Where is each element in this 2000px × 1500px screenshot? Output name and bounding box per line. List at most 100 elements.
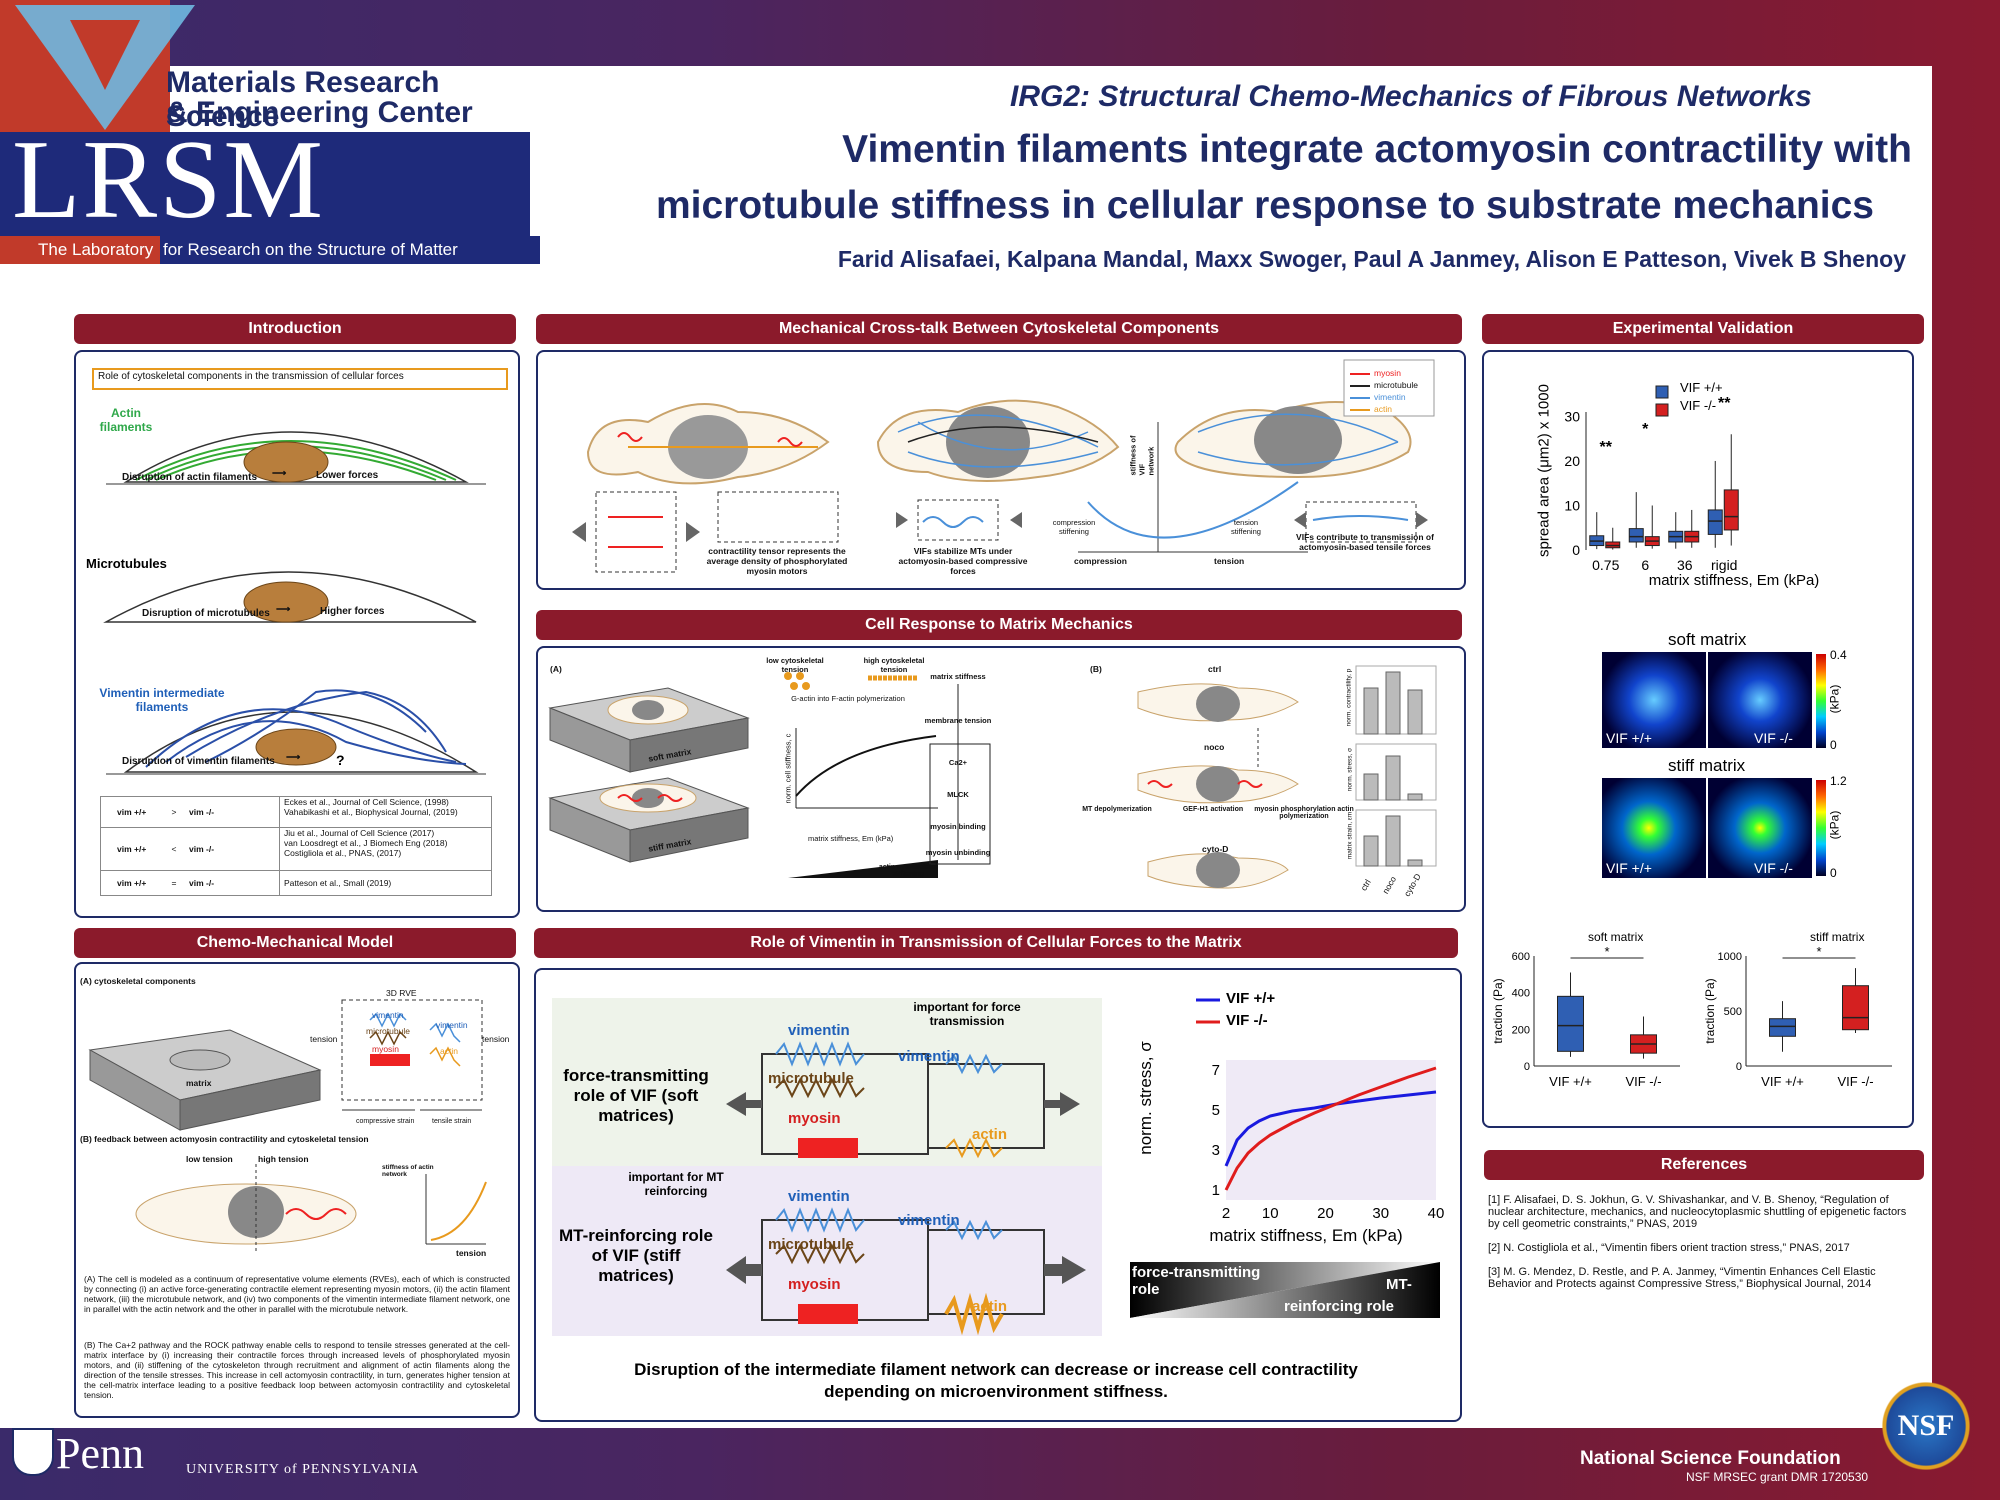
ft-vimentin: vimentin	[788, 1022, 850, 1039]
mt-disrupt: Disruption of microtubules	[142, 608, 270, 619]
mt-arrow-icon: ⟶	[276, 604, 291, 615]
mt-vimentin: vimentin	[788, 1188, 850, 1205]
ref-op: >	[171, 807, 177, 817]
actin-label: Actin filaments	[99, 406, 153, 434]
x-tick-label: 36	[1677, 557, 1693, 573]
vim-label: Vimentin intermediate filaments	[99, 686, 225, 714]
crosstalk-header: Mechanical Cross-talk Between Cytoskelet…	[536, 314, 1462, 344]
y-tick-label: 20	[1564, 453, 1580, 469]
flow-ca: Ca2+	[948, 758, 968, 767]
vim-result: ?	[336, 752, 345, 768]
ref-right: vim -/-	[189, 807, 215, 817]
ref-citation: Costigliola et al., PNAS, (2017)	[284, 848, 402, 858]
bar-ylabel-contractility: norm. contractility, p	[1345, 668, 1353, 727]
legend-swatch	[1655, 385, 1669, 399]
stiff-vif-axis: stiffness of VIF network	[1128, 435, 1156, 476]
stress-ylabel: norm. stress, σ	[1136, 1041, 1155, 1155]
stress-legend-mm: VIF -/-	[1226, 1012, 1268, 1029]
x-tick-label: 2	[1222, 1205, 1230, 1222]
y-tick-label: 1	[1212, 1182, 1220, 1199]
ft-actin: actin	[972, 1126, 1008, 1143]
role-gradient	[1130, 1262, 1440, 1318]
high-tension-label: high cytoskeletal tension	[863, 656, 925, 674]
y-tick-label: 0	[1524, 1061, 1530, 1073]
tensile-label: tensile strain	[432, 1118, 472, 1125]
stiff-heatmap-mm	[1708, 778, 1812, 878]
ref-left: vim +/+	[117, 807, 147, 817]
tension-axis: tension	[456, 1248, 487, 1258]
rve-label: 3D RVE	[386, 988, 417, 998]
transmission-header: Role of Vimentin in Transmission of Cell…	[534, 928, 1458, 958]
rve-vimentin: vimentin	[372, 1010, 404, 1020]
cellresp-panel: (A) (B)	[536, 646, 1466, 912]
intro-header: Introduction	[74, 314, 516, 344]
x-tick-label: 10	[1262, 1205, 1279, 1222]
mrsec-line2: & Engineering Center	[166, 96, 473, 129]
ref-citation: van Loosdregt et al., J Biomech Eng (201…	[284, 838, 448, 848]
nsf-logo-icon: NSF	[1880, 1380, 1972, 1472]
authors: Farid Alisafaei, Kalpana Mandal, Maxx Sw…	[837, 246, 1906, 272]
g-actin-label: G-actin into F-actin polymerization	[791, 694, 905, 703]
ref-citation: Patteson et al., Small (2019)	[284, 878, 392, 888]
x-tick-label: 20	[1317, 1205, 1334, 1222]
stiff-cb-unit: (kPa)	[1827, 810, 1842, 840]
soft-pp-label: VIF +/+	[1606, 730, 1652, 746]
series-line-vif-pp	[1224, 1090, 1437, 1167]
actin-disrupt: Disruption of actin filaments	[122, 472, 258, 483]
stiffness-actin-label: stiffness of actin network	[382, 1164, 434, 1178]
crosstalk-figure	[572, 359, 1435, 573]
rve-vimentin2: vimentin	[436, 1020, 468, 1030]
penn-shield-icon	[12, 1428, 54, 1476]
traction-soft-chart: 0 200 400 600 traction (Pa) VIF +/+ VIF -/- *	[1491, 946, 1680, 1089]
mrsec-line1: Materials Research Science	[166, 66, 440, 133]
validation-header: Experimental Validation	[1482, 314, 1924, 344]
actin-arrow-icon: ⟶	[272, 468, 287, 479]
vim-arrow-icon: ⟶	[286, 752, 301, 763]
intro-cells-figure	[103, 431, 486, 775]
mt-label: Microtubules	[86, 556, 167, 571]
ref-citation: Vahabikashi et al., Biophysical Journal,…	[284, 807, 458, 817]
references-list: [1] F. Alisafaei, D. S. Jokhun, G. V. Sh…	[1488, 1194, 1908, 1302]
grad-right-a: MT-	[1386, 1276, 1412, 1293]
y-tick-label: 0	[1736, 1061, 1742, 1073]
ctrl-label: ctrl	[1208, 664, 1222, 674]
soft-heatmap-pp	[1602, 652, 1706, 748]
mt-depol-label: MT depolymerization	[1082, 806, 1152, 813]
mt-result: Higher forces	[320, 606, 385, 617]
crosstalk-panel: myosin microtubule vimentin actin contra…	[536, 350, 1466, 590]
model-panel: (A) cytoskeletal components 3D RVE matri…	[74, 962, 520, 1418]
ref-citation: Eckes et al., Journal of Cell Science, (…	[284, 797, 449, 807]
flow-myosin-binding: myosin binding	[930, 822, 986, 831]
model-header: Chemo-Mechanical Model	[74, 928, 516, 958]
lrsm-wordmark: LRSM	[12, 118, 325, 242]
legend-microtubule: microtubule	[1374, 380, 1418, 390]
y-tick-label: 5	[1212, 1102, 1220, 1119]
vif-contribute-caption: VIFs contribute to transmission of actom…	[1296, 532, 1434, 552]
lrsm-logo: Materials Research Science & Engineering…	[0, 0, 540, 270]
mt-microtubule: microtubule	[768, 1236, 854, 1253]
vertical-title: The Laboratory for Research on the Struc…	[10, 407, 53, 1336]
model-b-label: (B) feedback between actomyosin contract…	[80, 1134, 369, 1144]
y-tick-label: 600	[1512, 951, 1530, 963]
stiff-pp-label: VIF +/+	[1606, 860, 1652, 876]
triangle-logo-icon	[15, 5, 195, 130]
series-line-vif-mm	[1224, 1066, 1437, 1191]
traction-soft-title: soft matrix	[1588, 930, 1644, 944]
cellresp-b: (B)	[1090, 664, 1102, 674]
mt-actin: actin	[972, 1298, 1008, 1315]
ref-row: vim +/+ < vim -/- Jiu et al., Journal of…	[101, 828, 491, 871]
feedback-figure	[135, 1164, 487, 1254]
stiff-mm-label: VIF -/-	[1754, 860, 1793, 876]
matrix-label: matrix	[186, 1078, 212, 1088]
y-tick-label: 400	[1512, 988, 1530, 1000]
ft-microtubule: microtubule	[768, 1070, 854, 1087]
mt-role-label: MT-reinforcing role of VIF (stiff matric…	[559, 1226, 713, 1285]
cell-stiffness-ylabel: norm. cell stiffness, c	[783, 733, 793, 804]
mt-vimentin-2: vimentin	[898, 1212, 960, 1229]
ft-vimentin-2: vimentin	[898, 1048, 960, 1065]
model-para-a: (A) The cell is modeled as a continuum o…	[84, 1274, 510, 1314]
x-tick-label: 0.75	[1592, 557, 1619, 573]
ref-left: vim +/+	[117, 878, 147, 888]
traction-stiff-title: stiff matrix	[1810, 930, 1865, 944]
nsf-grant: NSF MRSEC grant DMR 1720530	[1686, 1470, 1869, 1484]
